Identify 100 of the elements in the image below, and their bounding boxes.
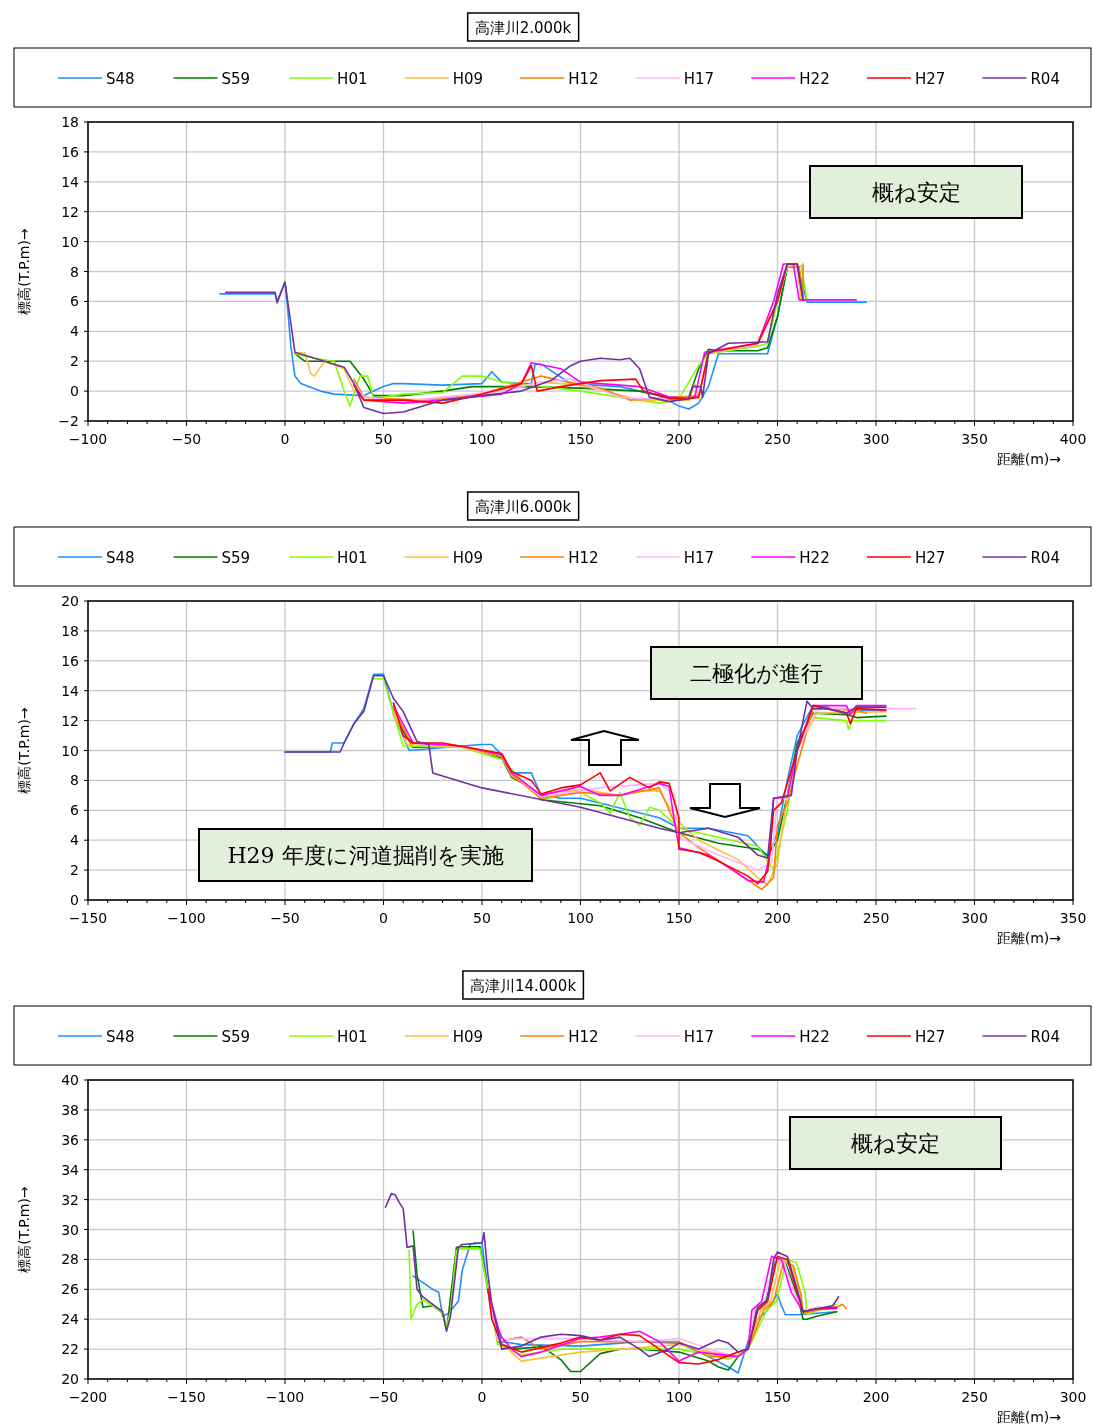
x-tick-label: −50 <box>270 910 300 926</box>
x-tick-label: 200 <box>665 431 693 447</box>
legend-label: H27 <box>914 70 946 88</box>
x-tick-label: 100 <box>665 1389 693 1405</box>
legend-label: S59 <box>221 70 251 88</box>
legend-label: H17 <box>683 1028 715 1046</box>
legend-label: H17 <box>683 549 715 567</box>
x-tick-label: −150 <box>167 1389 206 1405</box>
legend-label: H01 <box>337 549 368 567</box>
annotation: 概ね安定 <box>851 1131 940 1156</box>
y-tick-label: 10 <box>61 742 79 759</box>
annotation: H29 年度に河道掘削を実施 <box>198 828 533 882</box>
y-tick-label: 18 <box>61 114 79 130</box>
x-tick-label: 50 <box>571 1389 590 1405</box>
x-tick-label: −100 <box>167 910 206 926</box>
y-tick-label: 24 <box>61 1311 80 1328</box>
x-tick-label: 50 <box>374 431 393 447</box>
y-tick-label: 26 <box>61 1281 80 1298</box>
x-tick-label: 250 <box>862 910 890 926</box>
x-tick-label: −50 <box>171 431 202 447</box>
y-tick-label: 28 <box>61 1251 79 1268</box>
x-tick-label: 0 <box>379 910 388 926</box>
y-tick-label: 36 <box>61 1131 80 1148</box>
y-tick-label: 20 <box>61 1371 79 1387</box>
legend-label: S48 <box>106 549 135 567</box>
y-tick-label: 8 <box>70 263 79 280</box>
x-tick-label: −50 <box>368 1389 399 1405</box>
x-tick-label: 350 <box>961 431 988 447</box>
y-tick-label: 2 <box>70 862 79 879</box>
x-axis-title: 距離(m)→ <box>996 1409 1062 1425</box>
line-series <box>408 1248 838 1361</box>
y-tick-label: 16 <box>61 143 80 160</box>
legend-label: R04 <box>1030 549 1060 567</box>
annotation: 二極化が進行 <box>690 661 823 686</box>
y-tick-label: 6 <box>70 802 80 819</box>
x-tick-label: 100 <box>468 431 496 447</box>
x-axis-title: 距離(m)→ <box>996 930 1062 946</box>
x-tick-label: 300 <box>1059 1389 1087 1405</box>
x-tick-label: −200 <box>68 1389 108 1405</box>
legend-label: H12 <box>568 1028 599 1046</box>
legend-label: H09 <box>452 549 484 567</box>
y-tick-label: 12 <box>61 712 79 729</box>
x-tick-label: 50 <box>473 910 491 926</box>
annotation: 概ね安定 <box>789 1116 1002 1170</box>
y-axis-title: 標高(T.P.m)→ <box>16 228 32 315</box>
x-tick-label: 400 <box>1059 431 1087 447</box>
legend-label: S48 <box>106 1028 135 1046</box>
legend-label: H27 <box>914 1028 946 1046</box>
y-tick-label: 0 <box>70 383 79 400</box>
legend-label: S59 <box>221 549 251 567</box>
x-tick-label: 0 <box>280 431 290 447</box>
legend-label: H22 <box>799 1028 830 1046</box>
y-tick-label: 34 <box>61 1161 80 1178</box>
y-axis-title: 標高(T.P.m)→ <box>16 707 32 794</box>
y-tick-label: 32 <box>61 1191 79 1208</box>
x-tick-label: 150 <box>764 1389 791 1405</box>
annotation: 概ね安定 <box>871 180 961 205</box>
chart-title: 高津川2.000k <box>474 19 572 37</box>
annotation: 二極化が進行 <box>650 646 863 700</box>
annotation: 概ね安定 <box>809 165 1023 219</box>
y-tick-label: 18 <box>61 622 79 639</box>
legend-label: H22 <box>799 70 830 88</box>
legend-label: H12 <box>568 70 599 88</box>
y-tick-label: 38 <box>61 1101 79 1118</box>
x-tick-label: 200 <box>862 1389 890 1405</box>
y-tick-label: 8 <box>70 772 79 789</box>
x-tick-label: 250 <box>764 431 791 447</box>
y-tick-label: 6 <box>70 293 80 310</box>
y-tick-label: 0 <box>70 892 79 908</box>
x-tick-label: 250 <box>961 1389 988 1405</box>
y-tick-label: 4 <box>70 832 80 849</box>
legend-label: S59 <box>221 1028 251 1046</box>
chart-title: 高津川6.000k <box>474 498 572 516</box>
legend-label: H01 <box>337 1028 368 1046</box>
x-tick-label: 100 <box>567 910 594 926</box>
legend-label: H17 <box>683 70 715 88</box>
y-tick-label: 2 <box>70 353 79 370</box>
legend-label: H27 <box>914 549 946 567</box>
x-tick-label: 150 <box>567 431 594 447</box>
legend-label: H12 <box>568 549 599 567</box>
x-axis-title: 距離(m)→ <box>996 451 1062 467</box>
line-series <box>384 1192 840 1358</box>
y-tick-label: 14 <box>61 173 80 190</box>
y-tick-label: −2 <box>58 413 79 429</box>
legend-label: S48 <box>106 70 135 88</box>
x-tick-label: 200 <box>764 910 791 926</box>
annotation: H29 年度に河道掘削を実施 <box>227 843 504 868</box>
x-tick-label: −150 <box>68 910 108 926</box>
y-tick-label: 20 <box>61 593 79 609</box>
legend-label: H09 <box>452 1028 484 1046</box>
x-tick-label: 0 <box>477 1389 487 1405</box>
y-axis-title: 標高(T.P.m)→ <box>16 1186 32 1273</box>
y-tick-label: 22 <box>61 1341 79 1358</box>
y-tick-label: 4 <box>70 323 80 340</box>
legend-label: H09 <box>452 70 484 88</box>
x-tick-label: −100 <box>68 431 108 447</box>
chart-title: 高津川14.000k <box>469 977 577 995</box>
legend-label: R04 <box>1030 70 1060 88</box>
y-tick-label: 10 <box>61 233 79 250</box>
x-tick-label: 300 <box>862 431 890 447</box>
